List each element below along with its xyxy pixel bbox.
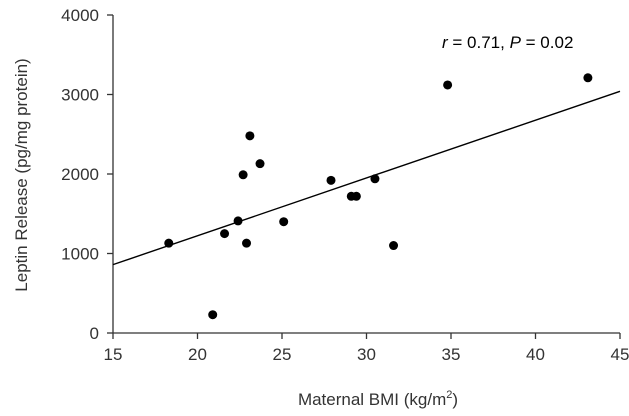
y-axis-label: Leptin Release (pg/mg protein) [12,58,31,291]
x-tick-label: 40 [526,345,545,364]
x-tick-label: 45 [611,345,629,364]
y-axis-ticks: 0 1000 2000 3000 4000 [61,6,113,343]
data-point [164,238,174,248]
data-point [220,229,230,239]
data-point [370,174,380,184]
x-axis-label-end: ) [452,390,458,409]
x-tick-label: 35 [442,345,461,364]
x-axis-label: Maternal BMI (kg/m2) [298,389,458,409]
y-tick-label: 1000 [61,245,99,264]
data-point [326,175,336,185]
data-point [351,191,361,201]
x-axis-label-superscript: 2 [446,389,452,401]
correlation-annotation: r = 0.71, P = 0.02 [442,33,573,52]
y-tick-label: 0 [90,324,99,343]
p-value: = 0.02 [521,33,573,52]
data-point [238,170,248,180]
data-point [583,73,593,83]
x-axis-label-text: Maternal BMI (kg/m [298,390,446,409]
regression-line [112,90,621,266]
data-point [208,310,218,320]
r-value: = 0.71, [448,33,510,52]
r-symbol: r [442,33,449,52]
y-tick-label: 2000 [61,165,99,184]
y-tick-label: 3000 [61,86,99,105]
data-point [389,241,399,251]
x-axis-ticks: 15 20 25 30 35 40 45 [104,333,629,364]
data-point [443,80,453,90]
data-point [255,159,265,169]
x-tick-label: 25 [273,345,292,364]
p-symbol: P [510,33,522,52]
data-point [279,217,289,227]
x-tick-label: 30 [357,345,376,364]
axes [112,15,620,334]
x-tick-label: 15 [104,345,123,364]
data-point [245,131,255,141]
y-tick-label: 4000 [61,6,99,25]
data-point [242,238,252,248]
data-point [233,216,243,226]
x-tick-label: 20 [188,345,207,364]
data-points [164,73,593,320]
